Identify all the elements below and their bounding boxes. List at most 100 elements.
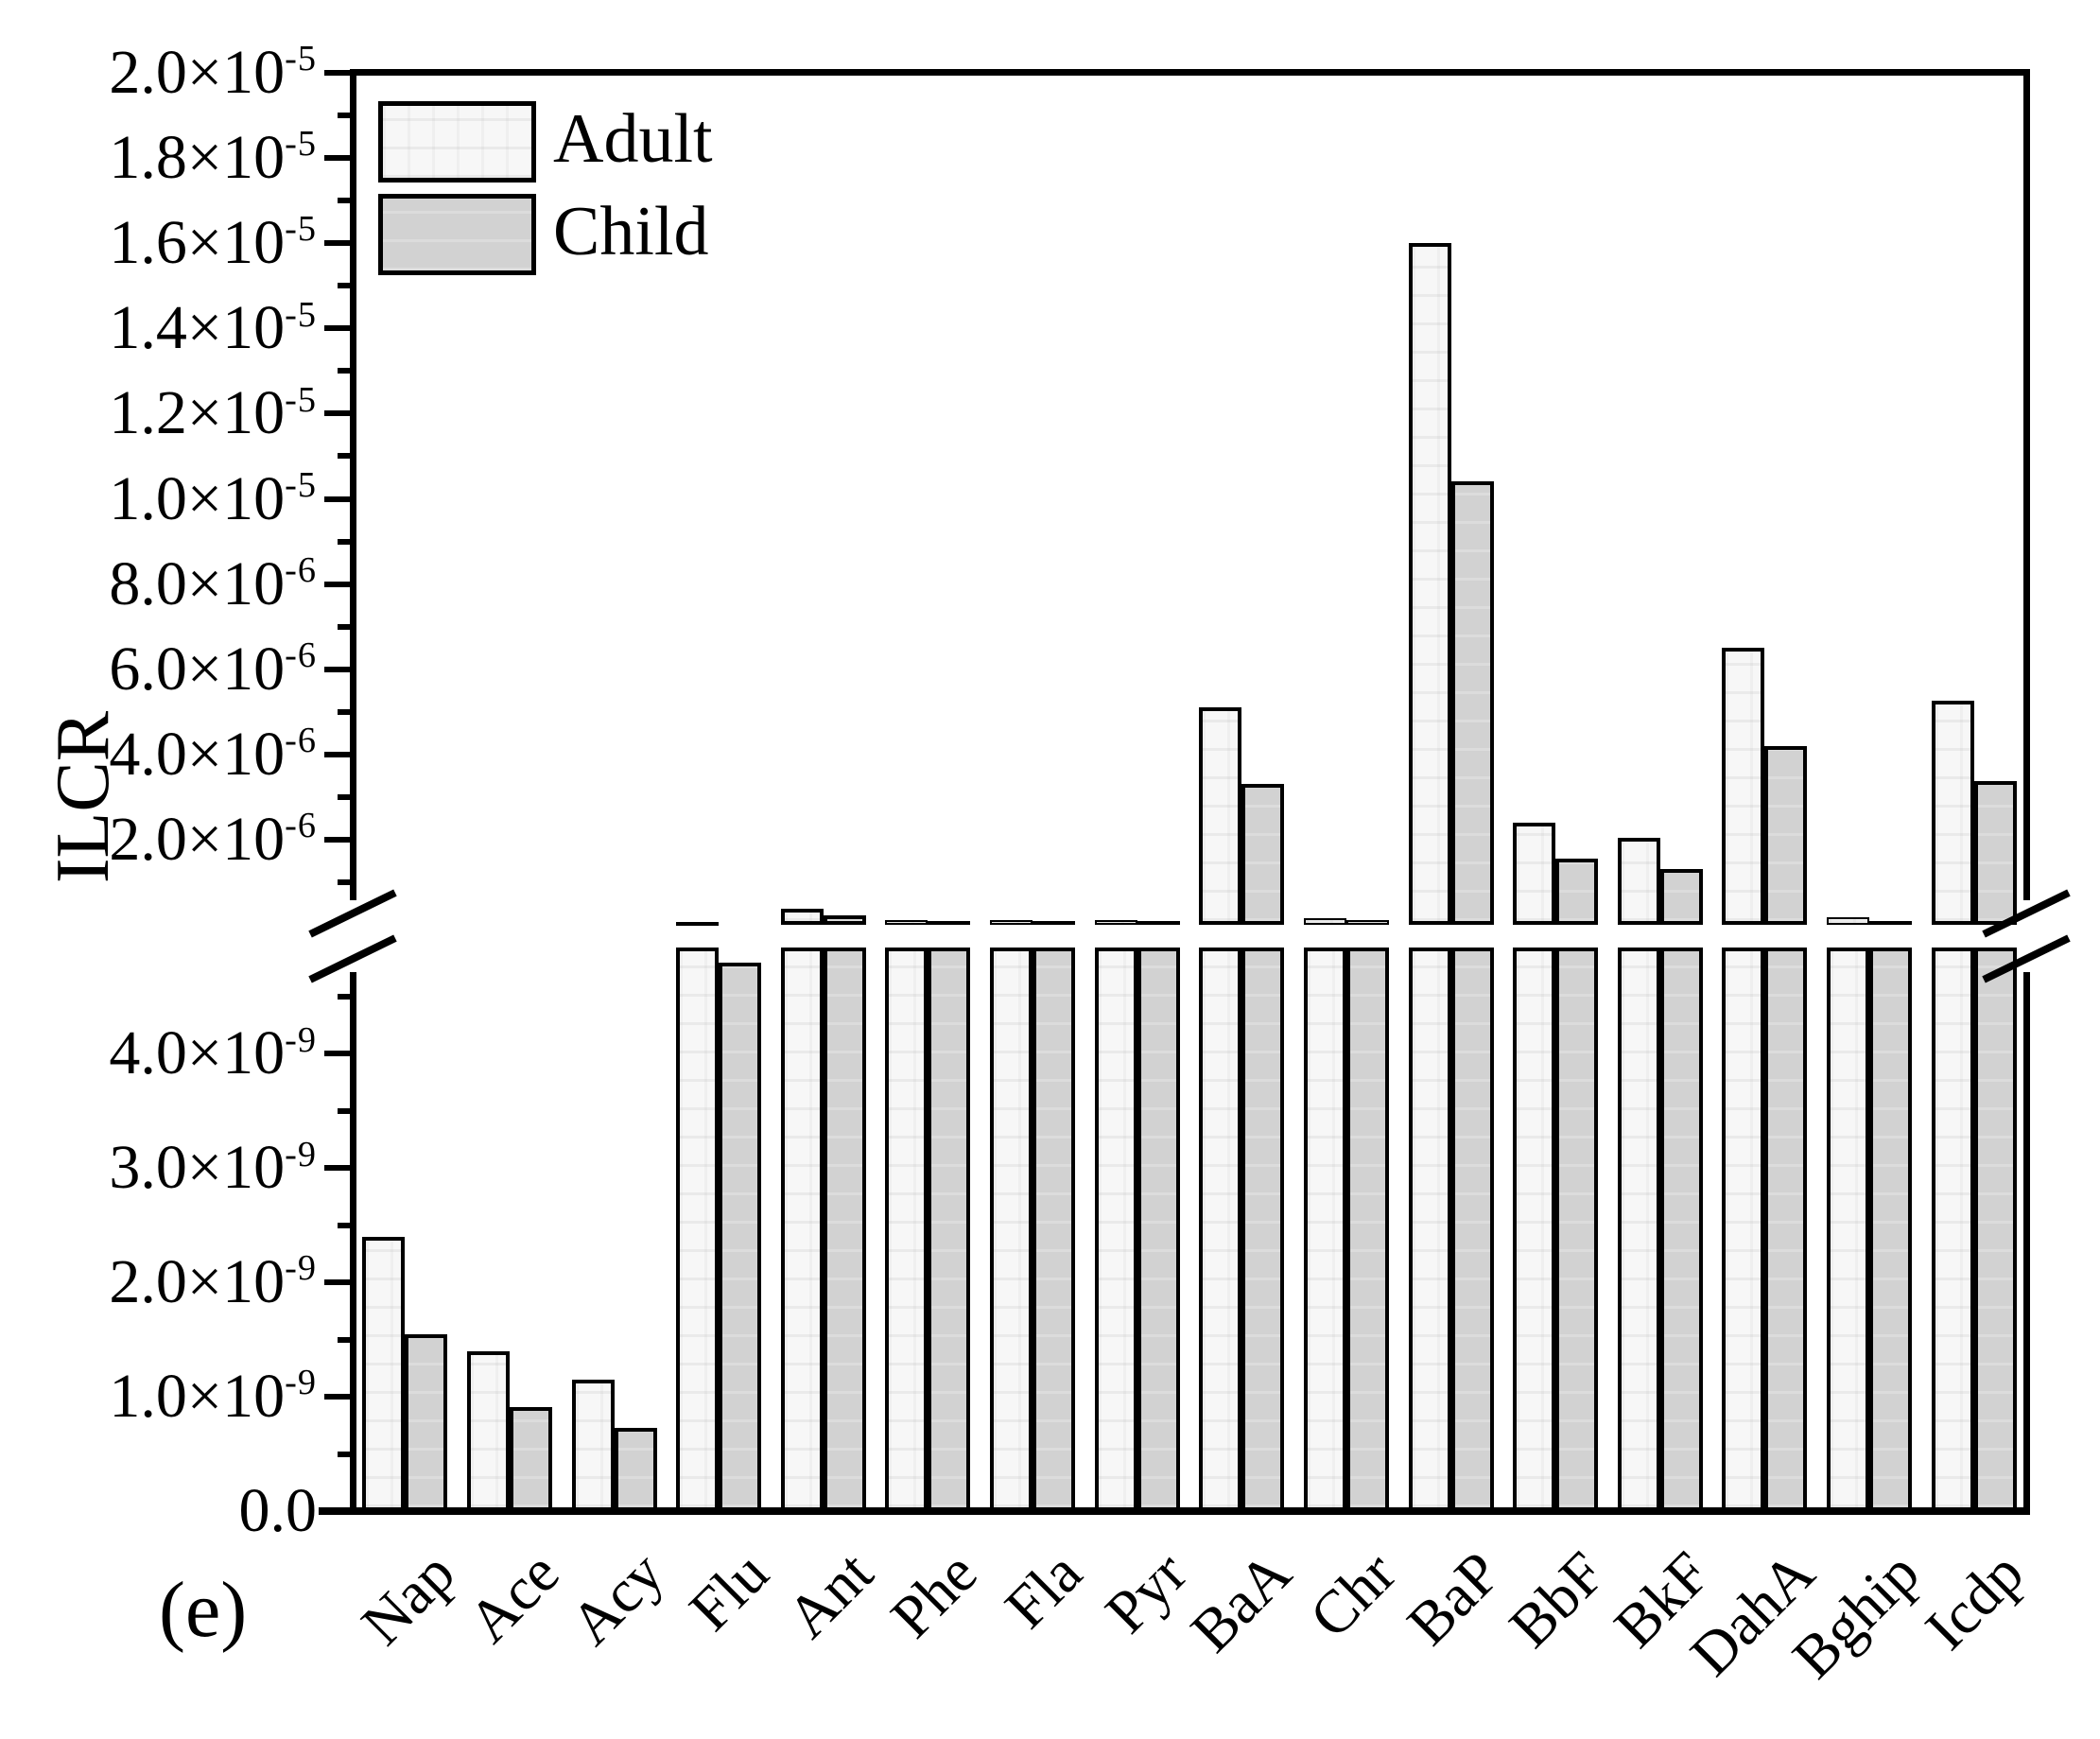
bar-adult-DahA (1722, 948, 1765, 1511)
y-top-minor-tick (338, 113, 353, 119)
y-top-major-tick (324, 70, 353, 76)
bar-child-BbF (1555, 948, 1599, 1511)
y-top-major-tick (324, 155, 353, 162)
y-top-tick-label: 1.0×10-5 (109, 463, 317, 533)
bar-child-BkF (1659, 948, 1703, 1511)
y-bottom-major-tick (324, 1165, 353, 1172)
y-top-minor-tick (338, 453, 353, 460)
tick-exponent: -6 (285, 806, 317, 846)
bar-top-child-BkF (1659, 868, 1703, 925)
y-top-minor-tick (338, 623, 353, 630)
x-category-label-Chr: Chr (1296, 1539, 1409, 1651)
bar-child-Acy (614, 1427, 657, 1511)
y-bottom-major-tick (324, 1051, 353, 1057)
bar-adult-Bghip (1827, 948, 1870, 1511)
bar-adult-Phe (885, 948, 929, 1511)
y-top-minor-tick (338, 878, 353, 885)
legend-swatch-adult-icon (378, 101, 536, 183)
y-top-minor-tick (338, 283, 353, 289)
y-top-tick-label: 2.0×10-5 (109, 38, 317, 107)
legend-label-child: Child (553, 193, 709, 270)
y-top-minor-tick (338, 368, 353, 374)
bar-adult-Chr (1303, 948, 1346, 1511)
tick-exponent: -5 (285, 39, 317, 79)
y-bottom-major-tick (324, 1279, 353, 1286)
right-spine-lower (2023, 972, 2030, 1515)
x-category-label-BbF: BbF (1496, 1539, 1618, 1661)
y-top-tick-label: 1.2×10-5 (109, 378, 317, 448)
legend-swatch-child-icon (378, 194, 536, 275)
tick-exponent: -6 (285, 549, 317, 590)
y-top-major-tick (324, 581, 353, 587)
x-category-label-Ace: Ace (455, 1539, 572, 1656)
bar-child-Flu (719, 962, 762, 1511)
tick-exponent: -5 (285, 209, 317, 250)
bar-top-child-BaP (1450, 481, 1494, 925)
tick-exponent: -5 (285, 464, 317, 505)
bar-top-child-Icdp (1973, 781, 2017, 925)
bar-child-BaA (1241, 948, 1285, 1511)
tick-exponent: -6 (285, 635, 317, 675)
bar-adult-BaP (1408, 948, 1451, 1511)
y-top-minor-tick (338, 793, 353, 800)
bar-child-Chr (1345, 948, 1389, 1511)
bar-adult-Ace (466, 1350, 510, 1511)
bar-top-adult-Pyr (1094, 920, 1137, 925)
y-bottom-tick-label: 3.0×10-9 (109, 1133, 317, 1203)
y-top-major-tick (324, 240, 353, 247)
y-bottom-tick-label: 2.0×10-9 (109, 1247, 317, 1317)
bar-adult-BaA (1199, 948, 1242, 1511)
right-spine-upper (2023, 69, 2030, 900)
bar-top-adult-BkF (1617, 837, 1660, 925)
y-top-tick-label: 1.6×10-5 (109, 208, 317, 278)
bar-child-Phe (928, 948, 971, 1511)
bar-top-child-BbF (1555, 859, 1599, 925)
legend-label-adult: Adult (553, 100, 713, 178)
bar-child-Ace (509, 1406, 552, 1511)
x-category-label-Icdp: Icdp (1912, 1539, 2037, 1662)
y-bottom-minor-tick (338, 1451, 353, 1457)
bar-child-Pyr (1137, 948, 1180, 1511)
bar-top-adult-Ant (780, 908, 824, 925)
y-top-tick-label: 8.0×10-6 (109, 548, 317, 618)
y-top-minor-tick (338, 198, 353, 204)
bar-top-adult-BaP (1408, 243, 1451, 925)
x-category-label-Pyr: Pyr (1092, 1539, 1200, 1646)
tick-exponent: -9 (285, 1248, 317, 1289)
top-frame-line (350, 69, 2030, 76)
bar-adult-Nap (362, 1236, 406, 1511)
x-category-label-BaP: BaP (1394, 1539, 1514, 1658)
y-bottom-minor-tick (338, 993, 353, 1000)
bar-adult-Pyr (1094, 948, 1137, 1511)
bar-child-Nap (405, 1333, 448, 1511)
y-bottom-tick-label: 0.0 (238, 1476, 318, 1545)
bar-adult-Fla (990, 948, 1033, 1511)
y-top-major-tick (324, 751, 353, 757)
tick-exponent: -5 (285, 124, 317, 165)
y-top-minor-tick (338, 538, 353, 545)
bar-top-adult-BbF (1513, 822, 1556, 925)
left-spine-upper (350, 69, 356, 900)
bar-adult-Icdp (1931, 948, 1974, 1511)
y-top-major-tick (324, 325, 353, 332)
bar-top-adult-DahA (1722, 648, 1765, 925)
y-top-tick-label: 1.4×10-5 (109, 293, 317, 363)
bar-child-Fla (1033, 948, 1076, 1511)
bar-top-adult-Fla (990, 920, 1033, 925)
tick-exponent: -9 (285, 1363, 317, 1403)
bar-top-child-Bghip (1869, 921, 1913, 926)
x-category-label-Acy: Acy (557, 1539, 677, 1658)
y-top-tick-label: 6.0×10-6 (109, 634, 317, 704)
bar-top-adult-Chr (1303, 918, 1346, 925)
bar-top-child-Fla (1033, 921, 1076, 926)
y-top-tick-label: 4.0×10-6 (109, 719, 317, 789)
bar-child-Ant (823, 948, 866, 1511)
y-top-major-tick (324, 836, 353, 843)
bar-top-adult-Bghip (1827, 917, 1870, 925)
y-top-tick-label: 1.8×10-5 (109, 123, 317, 193)
bar-top-child-Ant (823, 915, 866, 925)
y-top-tick-label: 2.0×10-6 (109, 804, 317, 874)
tick-exponent: -5 (285, 294, 317, 335)
bar-top-adult-BaA (1199, 707, 1242, 925)
